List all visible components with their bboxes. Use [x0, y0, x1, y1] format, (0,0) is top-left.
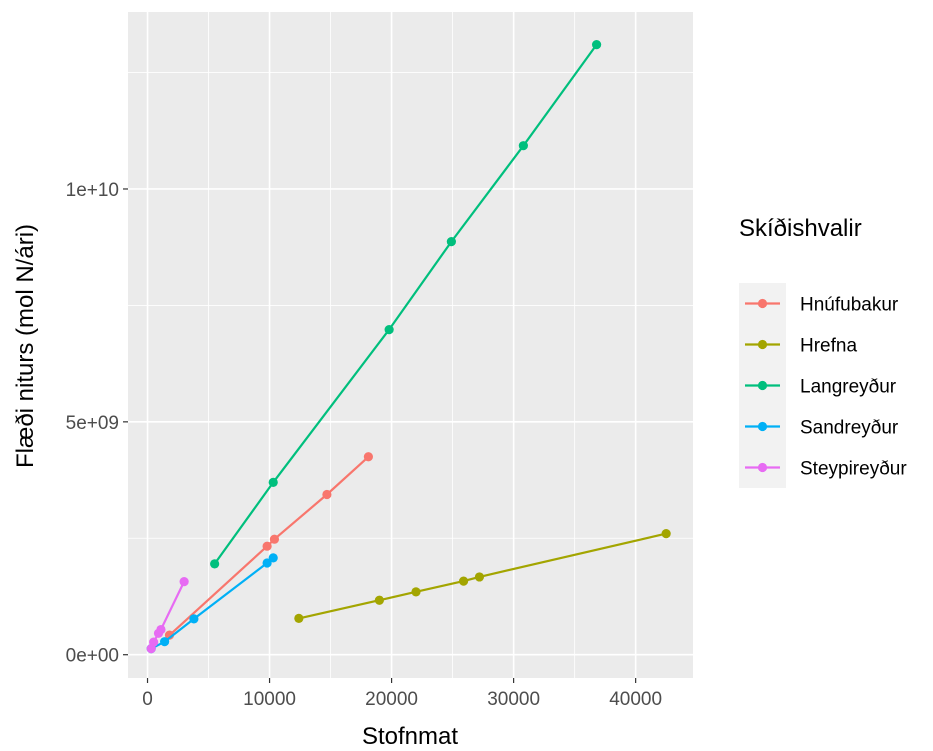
data-point — [458, 576, 469, 586]
data-point — [446, 237, 456, 247]
minor-gridlines — [128, 12, 693, 678]
data-point — [363, 452, 373, 462]
x-axis: 0 10000 20000 30000 40000 — [142, 678, 662, 710]
legend-label: Sandreyður — [800, 418, 899, 439]
y-tick-label: 0e+00 — [66, 646, 119, 667]
data-point — [210, 559, 220, 569]
legend-items: Hnúfubakur Hrefna Langreyður Sandreyður Stey… — [745, 295, 907, 480]
legend-key-point — [757, 298, 768, 309]
data-point — [322, 489, 332, 500]
legend: Skíðishvalir Hnúfubakur Hrefna Langreyður S… — [739, 215, 907, 488]
y-axis: 0e+00 5e+09 1e+10 — [66, 180, 128, 667]
data-point — [262, 558, 272, 568]
x-tick-label: 0 — [142, 689, 153, 710]
legend-key-point — [757, 339, 768, 350]
data-point — [268, 553, 278, 563]
series-Hrefna — [294, 529, 671, 623]
data-point — [149, 637, 159, 647]
data-point — [179, 576, 189, 587]
legend-key-point — [757, 462, 768, 473]
data-point — [160, 637, 170, 647]
major-gridlines — [128, 12, 693, 678]
data-point — [518, 141, 528, 151]
data-point — [189, 614, 199, 624]
legend-label: Steypireyður — [800, 459, 907, 480]
plot-panel — [128, 12, 693, 678]
data-point — [384, 325, 394, 335]
series-Steypireyður — [146, 576, 189, 654]
x-tick-label: 40000 — [609, 689, 662, 710]
series-layer — [146, 40, 671, 654]
y-axis-title: Flæði niturs (mol N/ári) — [12, 224, 39, 468]
series-line — [213, 43, 598, 565]
x-tick-label: 20000 — [365, 689, 418, 710]
series-Langreyður — [210, 40, 602, 569]
legend-item: Langreyður — [745, 377, 897, 398]
legend-item: Hrefna — [745, 336, 857, 357]
legend-key-point — [757, 421, 768, 432]
legend-label: Hnúfubakur — [800, 295, 899, 316]
y-tick-label: 1e+10 — [66, 180, 119, 201]
data-point — [661, 529, 671, 539]
data-point — [411, 587, 421, 597]
y-tick-label: 5e+09 — [66, 413, 119, 434]
data-point — [268, 477, 278, 487]
legend-item: Steypireyður — [745, 459, 907, 480]
x-tick-label: 30000 — [487, 689, 540, 710]
x-axis-title: Stofnmat — [362, 723, 458, 750]
legend-title: Skíðishvalir — [739, 215, 862, 242]
data-point — [294, 613, 304, 623]
x-tick-label: 10000 — [243, 689, 296, 710]
data-point — [591, 40, 602, 50]
data-point — [269, 534, 280, 544]
legend-label: Hrefna — [800, 336, 857, 357]
data-point — [474, 572, 485, 582]
data-point — [262, 541, 272, 551]
legend-key-point — [757, 380, 768, 391]
series-line — [298, 532, 667, 620]
data-point — [156, 624, 166, 635]
legend-item: Hnúfubakur — [745, 295, 899, 316]
data-point — [374, 595, 384, 605]
legend-item: Sandreyður — [745, 418, 899, 439]
legend-label: Langreyður — [800, 377, 897, 398]
